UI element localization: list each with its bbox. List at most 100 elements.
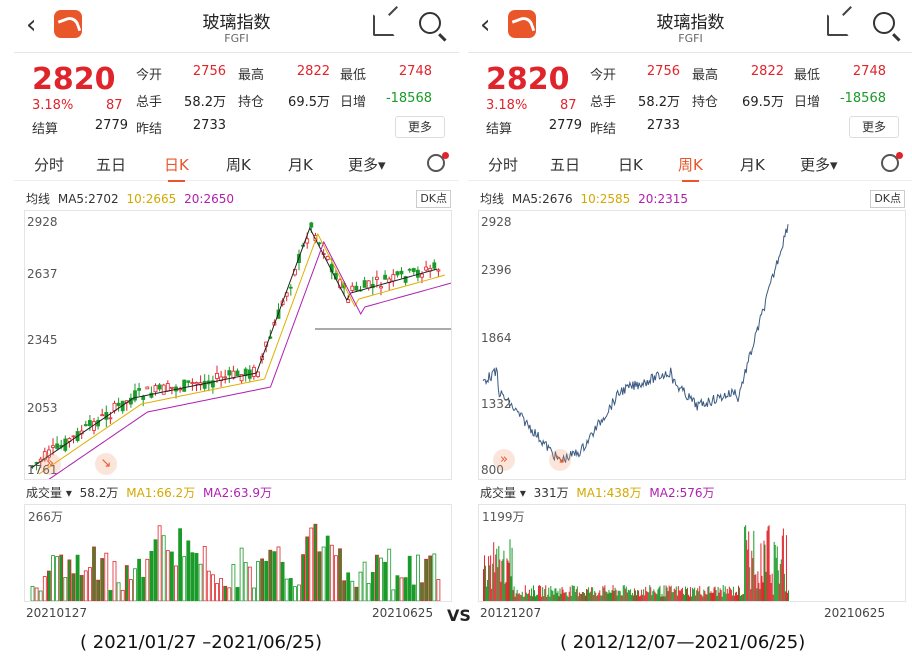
volume-bar	[557, 591, 559, 601]
volume-bar	[759, 589, 761, 601]
volume-bar	[778, 583, 780, 601]
tab-monthly-k[interactable]: 月K	[288, 156, 313, 174]
tab-weekly-k[interactable]: 周K	[226, 156, 251, 174]
ma20-value: 20:2315	[638, 192, 688, 206]
tab-monthly-k[interactable]: 月K	[740, 156, 765, 174]
volume-bar	[629, 589, 631, 601]
volume-chart[interactable]: 266万	[24, 504, 452, 602]
share-icon[interactable]	[373, 14, 395, 36]
stat-value: 2822	[750, 64, 784, 79]
volume-bar	[579, 593, 581, 601]
tab-five-day[interactable]: 五日	[96, 156, 127, 174]
volume-selector[interactable]: 成交量 ▾	[480, 486, 526, 500]
volume-value: 58.2万	[79, 486, 119, 500]
volume-bar	[598, 592, 600, 601]
volume-bar	[729, 588, 731, 601]
stat-label: 结算	[486, 122, 513, 137]
tab-daily-k[interactable]: 日K	[164, 156, 189, 182]
stat-label: 最低	[340, 68, 367, 83]
search-icon[interactable]	[419, 12, 441, 34]
volume-bar	[546, 596, 548, 601]
volume-bar	[698, 591, 700, 601]
scroll-left-icon[interactable]: »	[493, 449, 515, 471]
volume-bar	[527, 593, 529, 601]
candlestick-chart[interactable]: 2928 2637 2345 2053 1761 » ↘	[24, 210, 452, 483]
candle-body	[424, 266, 429, 271]
candle-body	[186, 380, 191, 383]
volume-bar	[496, 548, 498, 601]
volume-bar	[739, 587, 741, 601]
tab-intraday[interactable]: 分时	[34, 156, 65, 174]
tab-weekly-k[interactable]: 周K	[678, 156, 703, 182]
more-button[interactable]: 更多	[849, 116, 899, 138]
volume-bar	[644, 595, 646, 601]
tab-more[interactable]: 更多▾	[348, 156, 386, 174]
volume-bar	[667, 591, 669, 601]
price-line-chart[interactable]: 2928 2396 1864 1332 800 » ↘	[478, 210, 906, 480]
volume-bar	[612, 585, 614, 601]
volume-bar	[247, 566, 252, 602]
back-chevron-icon[interactable]: ‹	[480, 10, 491, 40]
candle-body	[202, 380, 207, 389]
volume-bar	[562, 589, 564, 601]
dk-point-button[interactable]: DK点	[416, 190, 451, 208]
volume-bar	[149, 550, 154, 602]
volume-chart[interactable]: 1199万	[478, 504, 906, 602]
scroll-left-icon[interactable]: »	[39, 453, 61, 475]
expand-icon[interactable]: ↘	[549, 449, 571, 471]
volume-selector[interactable]: 成交量 ▾	[26, 486, 72, 500]
volume-bar	[705, 593, 707, 601]
more-button[interactable]: 更多	[395, 116, 445, 138]
back-chevron-icon[interactable]: ‹	[26, 10, 37, 40]
candle-body	[411, 268, 416, 272]
candle-body	[112, 402, 117, 412]
volume-bar	[547, 594, 549, 601]
volume-bar	[46, 570, 51, 602]
expand-icon[interactable]: ↘	[95, 453, 117, 475]
volume-bar	[141, 576, 146, 602]
volume-bar	[243, 562, 248, 602]
volume-bar	[541, 596, 543, 601]
volume-bar	[679, 590, 681, 601]
volume-bar	[771, 573, 773, 601]
volume-bar	[502, 559, 504, 601]
settings-gear-icon[interactable]	[427, 154, 445, 172]
stat-value: 2733	[192, 118, 226, 133]
search-icon[interactable]	[873, 12, 895, 34]
volume-bar	[573, 585, 575, 601]
left-quote-panel: ‹ 玻璃指数 FGFI 2820 3.18% 87 今开 2756 最高 282…	[14, 0, 459, 628]
ma10-value: 10:2665	[126, 192, 177, 206]
volume-bar	[765, 571, 767, 601]
volume-bar	[663, 585, 665, 601]
stat-value: 2756	[646, 64, 680, 79]
tab-intraday[interactable]: 分时	[488, 156, 519, 174]
volume-bar	[608, 590, 610, 601]
stat-label: 最高	[692, 68, 719, 83]
stat-label: 结算	[32, 122, 59, 137]
tab-daily-k[interactable]: 日K	[618, 156, 643, 174]
volume-bar	[695, 595, 697, 601]
dk-point-button[interactable]: DK点	[870, 190, 905, 208]
tab-five-day[interactable]: 五日	[550, 156, 581, 174]
tab-more[interactable]: 更多▾	[800, 156, 838, 174]
volume-bar	[487, 579, 489, 601]
stat-value: 2748	[852, 64, 886, 79]
header: ‹ 玻璃指数 FGFI	[14, 0, 459, 53]
volume-bar	[493, 542, 495, 601]
volume-bar	[677, 586, 679, 601]
volume-bar	[539, 585, 541, 601]
candle-body	[374, 276, 379, 280]
settings-gear-icon[interactable]	[881, 154, 899, 172]
share-icon[interactable]	[827, 14, 849, 36]
ma-label[interactable]: 均线	[26, 192, 51, 206]
volume-bar	[603, 587, 605, 601]
volume-bar	[504, 583, 506, 601]
volume-bar	[488, 556, 490, 601]
volume-bar	[675, 586, 677, 601]
volume-bar	[636, 595, 637, 601]
volume-bar	[346, 572, 351, 602]
ma-label[interactable]: 均线	[480, 192, 505, 206]
volume-bar	[280, 561, 285, 602]
volume-bar	[725, 593, 727, 601]
volume-bar	[523, 596, 525, 601]
